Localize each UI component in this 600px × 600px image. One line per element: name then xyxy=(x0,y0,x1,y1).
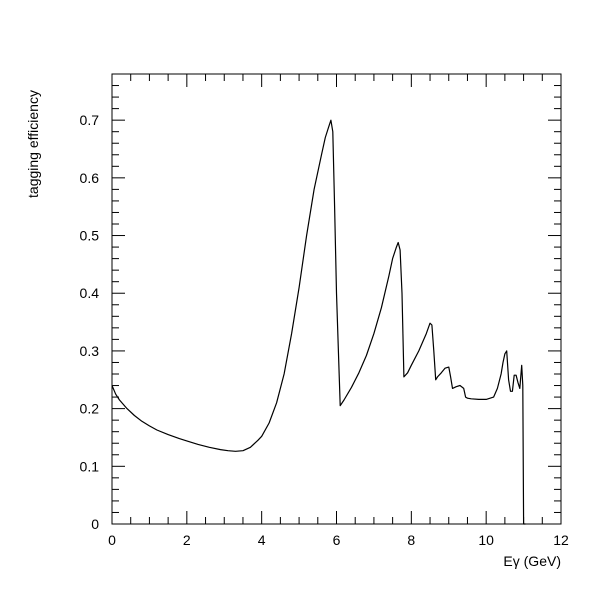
y-tick-label: 0.1 xyxy=(80,458,100,474)
x-tick-label: 6 xyxy=(333,532,341,548)
x-axis-tick-labels: 0 2 4 6 8 10 12 xyxy=(108,532,569,548)
x-tick-label: 4 xyxy=(258,532,266,548)
series-line xyxy=(111,119,526,525)
x-tick-label: 10 xyxy=(478,532,494,548)
y-axis-ticks xyxy=(112,73,561,525)
x-axis-ticks xyxy=(111,74,562,524)
y-tick-label: 0.7 xyxy=(80,112,100,128)
y-tick-label: 0.5 xyxy=(80,228,100,244)
y-tick-label: 0.6 xyxy=(80,170,100,186)
series-group xyxy=(111,119,526,525)
y-tick-label: 0.4 xyxy=(80,285,100,301)
x-tick-label: 8 xyxy=(407,532,415,548)
y-tick-label: 0 xyxy=(91,516,99,532)
y-tick-label: 0.3 xyxy=(80,343,100,359)
y-axis-tick-labels: 0 0.1 0.2 0.3 0.4 0.5 0.6 0.7 xyxy=(80,112,100,532)
x-tick-label: 2 xyxy=(183,532,191,548)
x-tick-label: 0 xyxy=(108,532,116,548)
y-tick-label: 0.2 xyxy=(80,401,100,417)
x-tick-label: 12 xyxy=(553,532,569,548)
y-axis-label: tagging efficiency xyxy=(25,90,41,198)
x-axis-label: Eγ (GeV) xyxy=(503,553,561,569)
